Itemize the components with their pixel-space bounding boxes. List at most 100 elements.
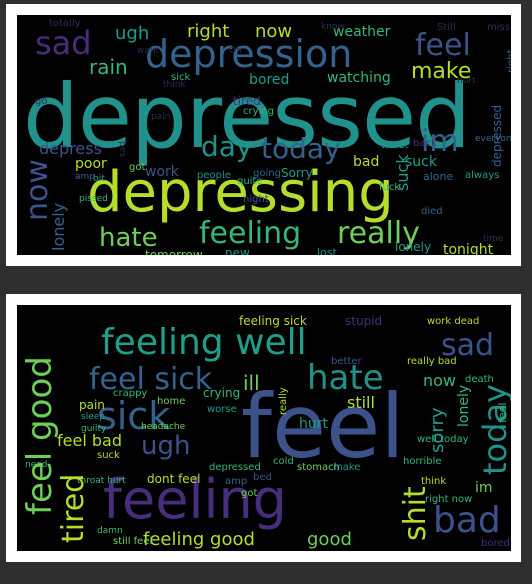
word-sorry-vertical: sorry xyxy=(427,407,448,453)
word-depressed-vertical: depressed xyxy=(490,104,504,167)
wordcloud-image-depressed: depressed depressing depression sad feel… xyxy=(17,15,511,255)
word-feel: feel xyxy=(241,375,405,478)
word-still-feel: still feel xyxy=(113,536,153,547)
word-alone: alone xyxy=(423,170,454,183)
word-im: im xyxy=(475,480,493,496)
word-damn: damn xyxy=(97,526,123,536)
wordcloud-image-feel: feel feeling feeling well feel sick sick… xyxy=(17,305,511,551)
word-suck: suck xyxy=(97,450,120,461)
word-feel-sick: feel sick xyxy=(89,362,213,397)
word-sorry: Sorry xyxy=(281,166,313,180)
word-bored: bored xyxy=(249,72,290,88)
word-pain: pain xyxy=(79,398,105,412)
word-bad: bad xyxy=(353,154,380,170)
word-time: time xyxy=(483,234,504,244)
word-crying: crying xyxy=(203,386,241,400)
word-quite: quite xyxy=(237,176,263,187)
word-really: really xyxy=(337,216,420,251)
word-think: think xyxy=(163,80,186,90)
word-hate: hate xyxy=(99,223,158,253)
word-always: always xyxy=(465,170,500,181)
word-right-vertical: right xyxy=(506,49,511,74)
word-bed: bed xyxy=(253,472,272,483)
word-poor: poor xyxy=(75,156,107,172)
word-night: night xyxy=(243,194,269,205)
word-hate: hate xyxy=(307,358,384,398)
word-really-bad: really bad xyxy=(407,356,457,367)
word-got: got xyxy=(129,162,146,173)
word-feeling-good: feeling good xyxy=(143,529,255,550)
word-home: home xyxy=(157,396,186,407)
word-amp: amp xyxy=(75,172,95,182)
word-good: good xyxy=(307,529,352,550)
word-depression: depression xyxy=(145,32,353,76)
word-lonely: lonely xyxy=(395,240,432,254)
word-feel-good-vertical: feel good xyxy=(20,356,60,515)
word-feel: feel xyxy=(415,28,471,63)
word-bit: bit xyxy=(93,174,105,184)
word-right-now: right now xyxy=(425,494,473,505)
word-cold: cold xyxy=(273,456,294,467)
word-dont-feel: dont feel xyxy=(147,472,201,486)
word-suck-vertical: suck xyxy=(393,154,412,191)
word-know: know xyxy=(321,22,345,32)
word-bored: bored xyxy=(481,538,510,549)
word-shit-vertical: shit xyxy=(398,486,433,541)
word-work-dead: work dead xyxy=(427,316,480,327)
word-feeling: feeling xyxy=(199,216,302,251)
word-everyone: everyone xyxy=(475,134,511,144)
word-really-vertical: really xyxy=(278,387,289,415)
word-tonight: tonight xyxy=(443,242,494,255)
word-stomach: stomach xyxy=(297,462,340,473)
word-want: want xyxy=(137,46,160,56)
word-people: people xyxy=(197,170,231,181)
word-watching: watching xyxy=(327,70,391,86)
word-feel-bad: feel bad xyxy=(57,431,122,450)
word-feel-really-vertical: feel xyxy=(496,402,509,423)
word-tired-vertical: tired xyxy=(56,473,91,543)
word-today-vertical: today xyxy=(476,384,511,475)
word-make: make xyxy=(333,462,361,473)
word-worse: worse xyxy=(207,404,237,415)
word-suck: suck xyxy=(405,154,437,170)
word-stupid: stupid xyxy=(345,314,383,328)
word-tomorrow: tomorrow xyxy=(145,248,203,255)
word-sad: sad xyxy=(441,328,495,363)
word-right: right xyxy=(187,21,230,42)
word-died: died xyxy=(421,206,443,217)
word-oh: Oh xyxy=(229,46,242,56)
word-ugh: ugh xyxy=(115,23,150,44)
word-feeling: feeling xyxy=(103,468,287,531)
word-better: better xyxy=(331,356,362,367)
word-miss: miss xyxy=(487,22,510,33)
word-think: think xyxy=(421,476,447,487)
word-weather: weather xyxy=(333,24,391,40)
word-lost: lost xyxy=(317,246,337,255)
word-tired: tired xyxy=(233,94,261,108)
word-sad-vertical: sad xyxy=(118,141,128,157)
word-feeling-well: feeling well xyxy=(101,322,307,363)
word-got: got xyxy=(241,488,258,499)
word-im: im xyxy=(421,124,459,159)
word-new: new xyxy=(225,246,250,255)
word-hurt: hurt xyxy=(299,416,328,432)
word-sleep: sleep xyxy=(81,412,105,422)
word-depressing: depressing xyxy=(87,160,394,225)
word-fuck: fuck xyxy=(379,182,401,193)
word-still: Still xyxy=(437,22,456,33)
word-go: go xyxy=(35,96,48,107)
word-still: still xyxy=(347,393,375,412)
word-depressed: depressed xyxy=(209,462,261,473)
word-day: day xyxy=(201,130,253,163)
word-sad: sad xyxy=(35,24,92,62)
word-totally: totally xyxy=(49,18,81,29)
word-headache: headache xyxy=(141,422,186,432)
word-rain: rain xyxy=(89,55,128,79)
word-need: need xyxy=(25,460,48,470)
word-today: today xyxy=(261,132,341,165)
word-horrible: horrible xyxy=(403,456,442,467)
word-well-today: well today xyxy=(417,434,469,445)
word-now: now xyxy=(255,21,293,42)
word-throat-hurt: throat hurt xyxy=(77,476,126,486)
word-crappy: crappy xyxy=(113,388,148,399)
